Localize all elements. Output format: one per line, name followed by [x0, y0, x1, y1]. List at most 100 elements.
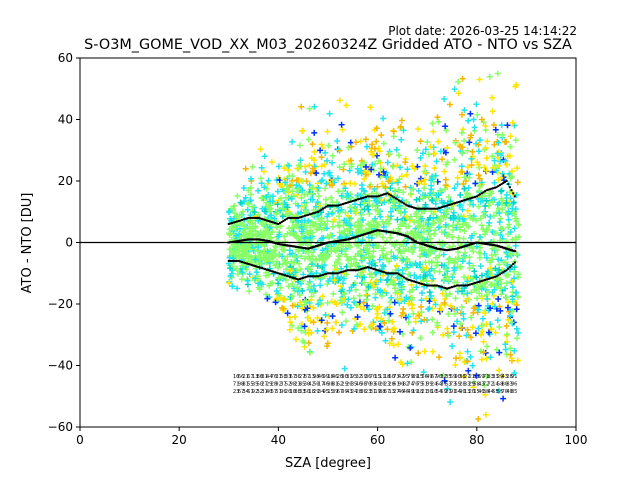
- scatter-point: [283, 260, 290, 267]
- scatter-point: [288, 195, 295, 202]
- scatter-point: [366, 183, 373, 190]
- scatter-point: [278, 183, 285, 190]
- mean-line-mark: [381, 230, 385, 232]
- scatter-point: [469, 148, 476, 155]
- scatter-point: [421, 251, 428, 258]
- scatter-point: [362, 171, 369, 178]
- scatter-point: [302, 248, 309, 255]
- bin-stat-value: 89: [412, 374, 419, 380]
- scatter-point: [311, 103, 318, 110]
- bin-stat-value: 21: [445, 389, 452, 395]
- upper-std-line-mark: [401, 201, 404, 204]
- scatter-point: [287, 267, 294, 274]
- scatter-point: [321, 161, 328, 168]
- lower-std-line-mark: [432, 284, 435, 287]
- mean-line-mark: [379, 229, 383, 232]
- upper-std-line-mark: [282, 220, 285, 222]
- lower-std-line-mark: [295, 277, 298, 280]
- scatter-point: [467, 110, 474, 117]
- scatter-point: [470, 201, 477, 208]
- scatter-point: [445, 259, 452, 266]
- scatter-point: [481, 382, 488, 389]
- upper-std-line-mark: [345, 202, 348, 204]
- bin-stat-value: 83: [506, 382, 513, 388]
- bin-stat-value: 87: [304, 374, 311, 380]
- scatter-point: [483, 167, 490, 174]
- scatter-point: [328, 298, 335, 305]
- mean-line-mark: [314, 245, 318, 248]
- scatter-point: [418, 318, 425, 325]
- scatter-point: [442, 266, 449, 273]
- lower-std-line-mark: [389, 272, 392, 275]
- upper-std-line-mark: [318, 209, 321, 212]
- scatter-point: [247, 197, 254, 204]
- bin-stat-value: 50: [256, 382, 263, 388]
- scatter-point: [361, 206, 368, 213]
- scatter-point: [478, 222, 485, 229]
- scatter-point: [284, 204, 291, 211]
- bin-stat-value: 60: [374, 382, 381, 388]
- scatter-point: [388, 249, 395, 256]
- lower-std-line-mark: [322, 273, 324, 276]
- bin-stat-value: 30: [304, 382, 311, 388]
- scatter-point: [313, 270, 320, 276]
- scatter-point: [394, 274, 401, 281]
- scatter-point: [496, 210, 503, 217]
- scatter-point: [339, 126, 346, 133]
- lower-std-line-mark: [330, 272, 333, 275]
- bin-stat-value: 20: [346, 382, 353, 388]
- scatter-point: [348, 284, 355, 291]
- scatter-point: [503, 238, 510, 245]
- scatter-point: [342, 318, 349, 325]
- scatter-point: [345, 192, 352, 199]
- scatter-point: [470, 116, 477, 123]
- mean-line-mark: [391, 231, 394, 234]
- lower-std-line-mark: [290, 276, 293, 279]
- bin-stat-value: 90: [436, 374, 443, 380]
- mean-line-mark: [303, 247, 307, 250]
- scatter-point: [309, 141, 316, 148]
- lower-std-line-mark: [297, 278, 300, 281]
- upper-std-line-mark: [502, 182, 505, 185]
- scatter-point: [336, 97, 343, 104]
- lower-std-line-mark: [436, 284, 439, 287]
- scatter-point: [351, 325, 358, 332]
- upper-std-line-mark: [457, 201, 460, 203]
- x-tick-label: 60: [370, 433, 385, 447]
- scatter-point: [464, 278, 471, 285]
- lower-std-line-mark: [232, 259, 235, 262]
- upper-std-line-mark: [497, 185, 500, 188]
- scatter-point: [338, 121, 345, 128]
- scatter-point: [482, 411, 489, 418]
- scatter-point: [491, 157, 498, 164]
- scatter-point: [307, 234, 314, 241]
- scatter-point: [443, 161, 450, 168]
- scatter-point: [294, 303, 301, 310]
- scatter-point: [450, 329, 457, 336]
- upper-std-line-mark: [432, 207, 435, 210]
- scatter-point: [260, 168, 267, 175]
- scatter-point: [374, 310, 381, 317]
- plot-date: Plot date: 2026-03-25 14:14:22: [388, 24, 577, 38]
- bin-stat-value: 20: [388, 382, 395, 388]
- lower-std-line-mark: [393, 272, 396, 275]
- scatter-point: [428, 265, 435, 272]
- scatter-point: [369, 141, 376, 148]
- scatter-point: [422, 192, 429, 199]
- lower-std-line-mark: [492, 276, 495, 279]
- bin-stat-value: 36: [365, 374, 372, 380]
- mean-line-mark: [275, 242, 279, 245]
- scatter-point: [468, 155, 475, 162]
- mean-line-mark: [481, 242, 485, 245]
- mean-line-mark: [400, 233, 404, 236]
- lower-std-line-mark: [482, 279, 485, 282]
- scatter-point: [377, 165, 384, 172]
- scatter-point: [315, 184, 322, 191]
- scatter-point: [331, 262, 338, 269]
- scatter-point: [450, 212, 457, 219]
- scatter-point: [247, 255, 254, 262]
- scatter-point: [459, 150, 465, 157]
- scatter-point: [242, 165, 249, 172]
- scatter-point: [329, 313, 336, 320]
- scatter-point: [476, 290, 483, 297]
